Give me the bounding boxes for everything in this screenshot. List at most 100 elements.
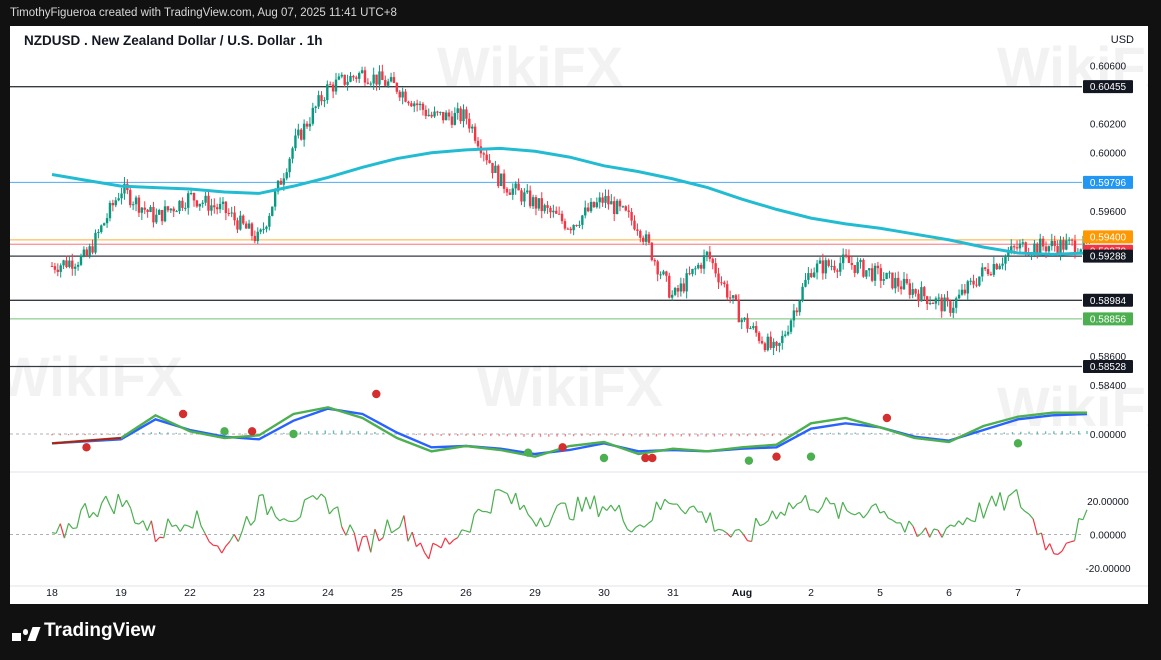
candle-body xyxy=(824,260,827,274)
oscillator-segment xyxy=(722,529,728,534)
candle-body xyxy=(53,266,57,270)
price-axis[interactable]: 0.604550.597960.594000.593700.592880.589… xyxy=(1083,62,1133,575)
candle-body xyxy=(146,209,149,213)
candle-body xyxy=(1070,239,1074,241)
oscillator-segment xyxy=(304,497,309,501)
oscillator-segment xyxy=(660,498,666,511)
candle-body xyxy=(198,203,201,207)
candle-body xyxy=(384,80,387,86)
candle-body xyxy=(557,213,561,215)
oscillator-segment xyxy=(747,540,752,543)
candle-body xyxy=(143,207,146,210)
candle-body xyxy=(201,202,204,204)
candle-body xyxy=(502,173,506,189)
candle-body xyxy=(743,317,746,320)
oscillator-segment xyxy=(76,510,82,529)
oscillator-segment xyxy=(386,519,393,534)
candle-body xyxy=(259,229,262,232)
candle-body xyxy=(1010,246,1013,253)
chart-frame[interactable]: WikiFXWikiFXWikiFXWikiFXWikiFX 0.604550.… xyxy=(10,26,1148,604)
price-label-box xyxy=(1083,80,1133,94)
candle-body xyxy=(856,262,859,273)
oscillator-segment xyxy=(1032,518,1038,536)
candle-body xyxy=(610,201,613,205)
oscillator-segment xyxy=(337,506,343,528)
candle-body xyxy=(668,275,671,298)
tradingview-logo[interactable]: TradingView xyxy=(12,620,156,642)
candle-body xyxy=(650,242,654,261)
currency-label[interactable]: USD xyxy=(1110,34,1134,46)
candle-body xyxy=(868,268,871,271)
oscillator-segment xyxy=(192,510,198,529)
oscillator-segment xyxy=(788,502,794,510)
candle-body xyxy=(894,277,897,289)
footer-bar: TradingView xyxy=(0,604,1161,660)
oscillator-segment xyxy=(411,531,417,547)
candle-body xyxy=(876,265,880,269)
candle-body xyxy=(592,201,596,208)
oscillator-segment xyxy=(871,503,877,507)
time-axis[interactable]: 18 19 22 23 24 25 26 29 30 31 Aug 2 5 6 7 xyxy=(46,587,1021,599)
oscillator-segment xyxy=(494,489,500,491)
candle-body xyxy=(111,202,115,206)
candle-body xyxy=(728,297,732,299)
candle-body xyxy=(236,220,239,230)
oscillator-segment xyxy=(995,492,1001,507)
oscillator-segment xyxy=(569,518,574,521)
candle-body xyxy=(647,234,651,243)
candle-body xyxy=(682,283,685,292)
oscillator-segment xyxy=(341,526,347,536)
candle-body xyxy=(343,74,346,85)
attribution-text: TimothyFigueroa created with TradingView… xyxy=(10,7,397,19)
oscillator-segment xyxy=(333,506,338,510)
candle-body xyxy=(546,205,549,208)
y-tick-label: 0.60600 xyxy=(1090,62,1127,73)
candle-body xyxy=(598,197,601,203)
oscillator-segment xyxy=(469,514,475,533)
candle-body xyxy=(810,273,813,278)
oscillator-segment xyxy=(933,528,939,531)
oscillator-segment xyxy=(391,529,396,534)
candle-body xyxy=(76,264,80,267)
candle-body xyxy=(471,126,474,129)
candle-body xyxy=(369,83,372,85)
oscillator-segment xyxy=(510,492,517,505)
oscillator-segment xyxy=(440,537,446,549)
oscillator-segment xyxy=(444,537,450,545)
oscillator-segment xyxy=(1003,496,1009,511)
candle-body xyxy=(427,114,430,116)
candle-body xyxy=(786,331,790,335)
candle-body xyxy=(940,297,943,312)
candle-body xyxy=(841,254,845,264)
candle-body xyxy=(1059,240,1062,254)
chart-canvas[interactable]: WikiFXWikiFXWikiFXWikiFXWikiFX 0.604550.… xyxy=(10,26,1148,604)
candle-body xyxy=(702,255,706,269)
oscillator-segment xyxy=(618,504,624,522)
oscillator-segment xyxy=(279,518,285,522)
candle-body xyxy=(688,273,691,275)
candle-body xyxy=(757,332,761,341)
candle-body xyxy=(256,231,259,242)
oscillator-segment xyxy=(854,511,860,516)
x-tick-label: 23 xyxy=(253,587,265,599)
candle-body xyxy=(763,343,767,351)
macd-cross-marker xyxy=(178,409,188,419)
candle-body xyxy=(902,278,906,290)
candle-body xyxy=(221,201,225,204)
candle-body xyxy=(329,84,332,86)
candle-body xyxy=(575,225,578,227)
oscillator-segment xyxy=(349,524,355,534)
candle-body xyxy=(59,265,62,272)
oscillator-segment xyxy=(432,542,438,546)
oscillator-segment xyxy=(833,503,840,519)
oscillator-segment xyxy=(221,545,227,554)
candle-body xyxy=(334,79,338,92)
candle-body xyxy=(421,103,425,110)
oscillator-segment xyxy=(714,528,719,532)
candle-body xyxy=(178,200,181,212)
candle-body xyxy=(79,255,83,265)
oscillator-segment xyxy=(1012,489,1018,494)
candle-body xyxy=(850,262,854,266)
oscillator-segment xyxy=(453,537,459,541)
candle-body xyxy=(807,273,810,280)
